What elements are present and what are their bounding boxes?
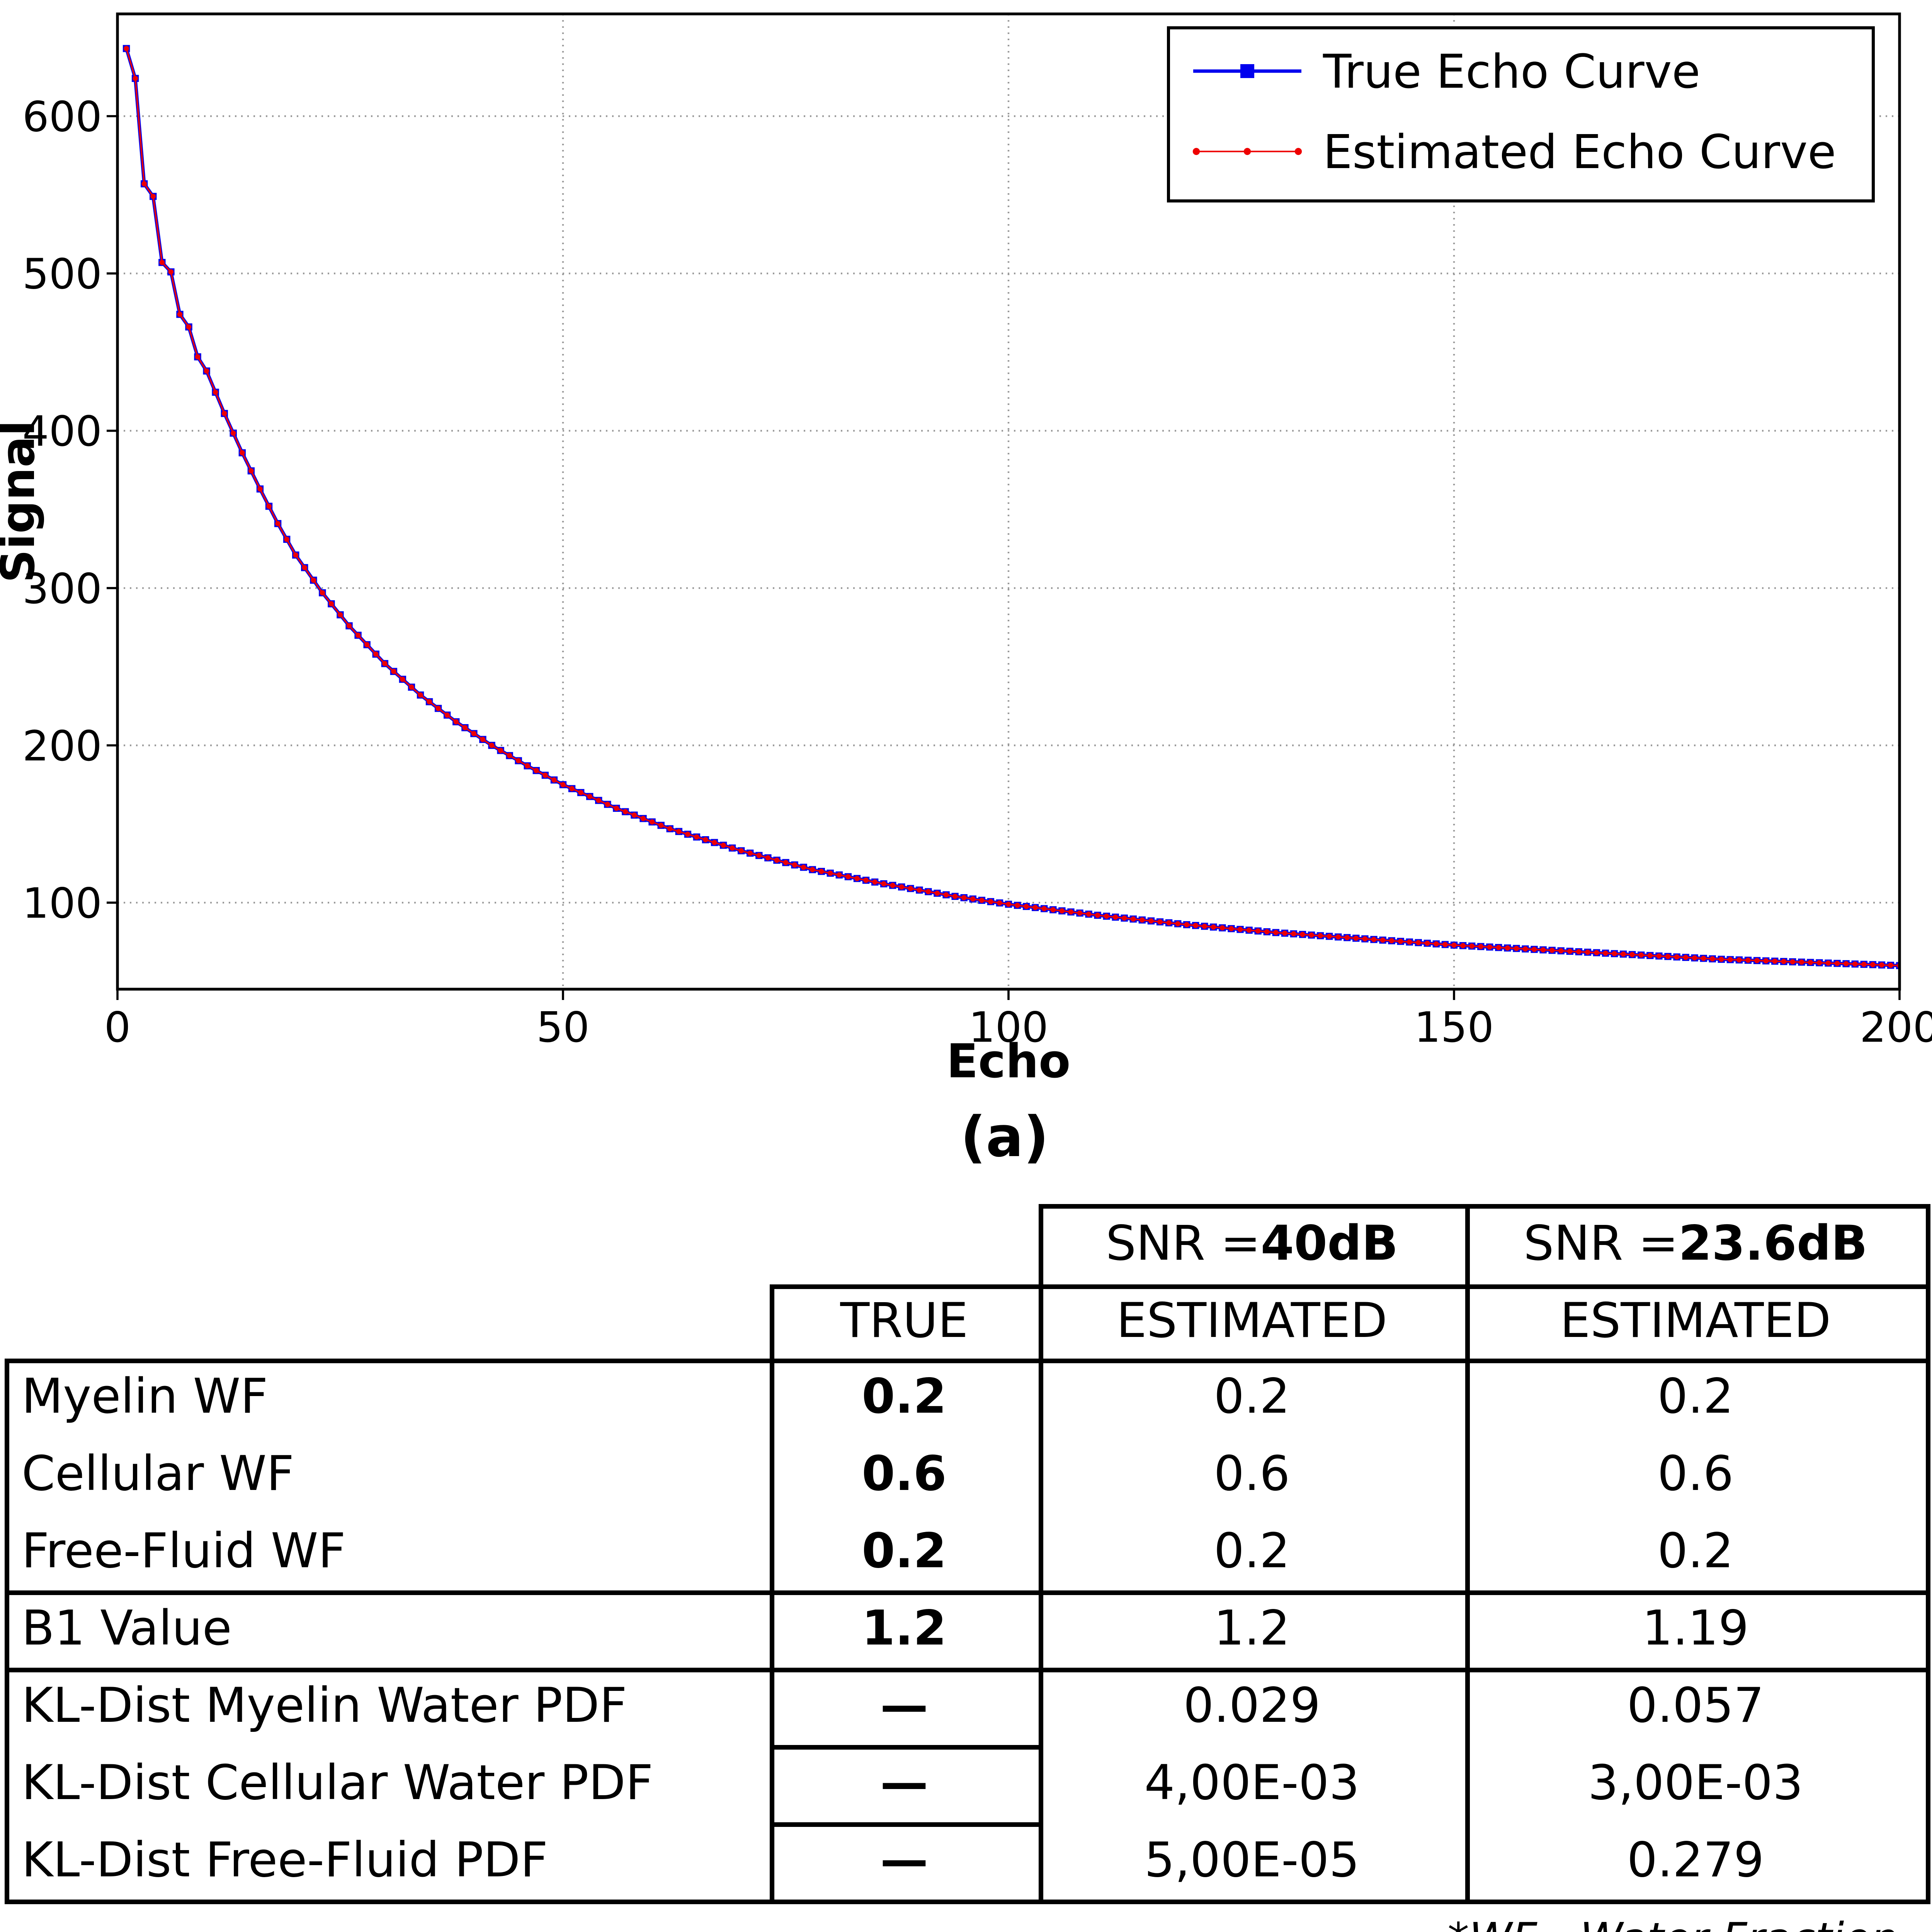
- snr236-prefix: SNR =: [1523, 1216, 1679, 1271]
- header-snr40: SNR = 40dB: [1039, 1204, 1465, 1284]
- cell-true: 0.6: [862, 1446, 947, 1502]
- table-border: [5, 1359, 1930, 1363]
- snr40-value: 40dB: [1260, 1216, 1398, 1271]
- cell-est236: 0.279: [1627, 1832, 1764, 1888]
- y-tick-label: 100: [22, 879, 102, 928]
- echo-signal-chart: 0 50 100 150 200 100 200 300 400 500 600 Echo Signal…: [0, 12, 1932, 1088]
- y-tick-label: 500: [22, 250, 102, 299]
- table-border: [770, 1745, 1043, 1750]
- cell-true: —: [880, 1678, 928, 1733]
- table-border: [1465, 1204, 1470, 1904]
- row-label: Cellular WF: [22, 1446, 294, 1502]
- cell-est236: 0.2: [1657, 1523, 1734, 1579]
- cell-est236: 0.2: [1657, 1369, 1734, 1424]
- cell-est236: 0.057: [1627, 1678, 1764, 1733]
- table-border: [1039, 1204, 1930, 1209]
- cell-est236: 1.19: [1642, 1600, 1749, 1656]
- table-border: [5, 1900, 1930, 1904]
- header-estimated-236: ESTIMATED: [1560, 1293, 1831, 1349]
- axis-ticks: 0 50 100 150 200 100 200 300 400 500 600: [22, 93, 1932, 1052]
- cell-true: —: [880, 1832, 928, 1888]
- legend: True Echo Curve Estimated Echo Curve: [1167, 26, 1875, 202]
- x-tick-label: 0: [104, 1003, 131, 1052]
- cell-est40: 0.6: [1214, 1446, 1290, 1502]
- cell-est40: 1.2: [1214, 1600, 1290, 1656]
- x-tick-label: 200: [1860, 1003, 1932, 1052]
- row-label: KL-Dist Myelin Water PDF: [22, 1678, 627, 1733]
- x-tick-label: 150: [1414, 1003, 1494, 1052]
- y-tick-label: 600: [22, 93, 102, 141]
- table-border: [5, 1590, 1930, 1595]
- echo-decay-markers-1: [124, 46, 1900, 968]
- y-axis-label: Signal: [0, 420, 45, 583]
- cell-true: 0.2: [862, 1523, 947, 1579]
- row-label: Free-Fluid WF: [22, 1523, 346, 1579]
- table-border: [770, 1284, 774, 1904]
- cell-est236: 0.6: [1657, 1446, 1734, 1502]
- table-border: [5, 1668, 1930, 1672]
- table-footnote: *WF - Water Fraction: [1447, 1913, 1898, 1932]
- cell-est40: 0.2: [1214, 1523, 1290, 1579]
- row-label: B1 Value: [22, 1600, 232, 1656]
- x-tick-label: 100: [969, 1003, 1048, 1052]
- row-label: KL-Dist Cellular Water PDF: [22, 1755, 653, 1811]
- x-tick-label: 50: [536, 1003, 589, 1052]
- x-axis-label: Echo: [947, 1035, 1071, 1088]
- table-border: [1926, 1204, 1930, 1904]
- header-true: TRUE: [840, 1293, 968, 1349]
- y-tick-label: 200: [22, 722, 102, 770]
- caption-a: (a): [960, 1107, 1049, 1170]
- cell-true: 0.2: [862, 1369, 947, 1424]
- cell-est40: 0.2: [1214, 1369, 1290, 1424]
- cell-true: —: [880, 1755, 928, 1811]
- header-snr236: SNR = 23.6dB: [1465, 1204, 1926, 1284]
- cell-est40: 5,00E-05: [1144, 1832, 1360, 1888]
- row-label: KL-Dist Free-Fluid PDF: [22, 1832, 548, 1888]
- row-label: Myelin WF: [22, 1369, 268, 1424]
- header-estimated-40: ESTIMATED: [1116, 1293, 1388, 1349]
- cell-true: 1.2: [862, 1600, 947, 1656]
- cell-est236: 3,00E-03: [1588, 1755, 1803, 1811]
- table-border: [770, 1822, 1043, 1827]
- cell-est40: 4,00E-03: [1144, 1755, 1360, 1811]
- table-border: [770, 1284, 1930, 1289]
- y-tick-label: 300: [22, 565, 102, 613]
- cell-est40: 0.029: [1183, 1678, 1321, 1733]
- legend-label: Estimated Echo Curve: [1323, 126, 1836, 179]
- snr236-value: 23.6dB: [1678, 1216, 1868, 1271]
- y-tick-label: 400: [22, 408, 102, 456]
- snr40-prefix: SNR =: [1105, 1216, 1261, 1271]
- series-group: [122, 45, 1900, 969]
- table-border: [1039, 1204, 1043, 1904]
- legend-label: True Echo Curve: [1323, 45, 1700, 99]
- table-border: [5, 1359, 9, 1904]
